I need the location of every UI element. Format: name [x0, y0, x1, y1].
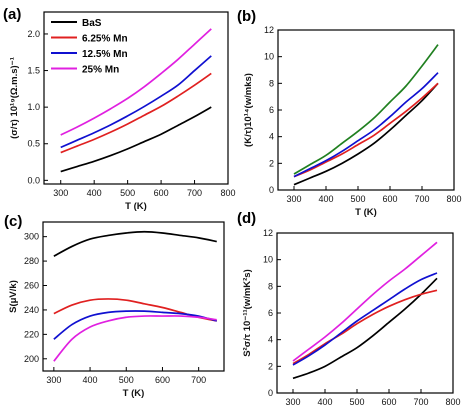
panel-b: 300 400 500 600 700 800 0 2 4 6 8 10 12 T (K) (K/τ)10¹… [237, 8, 462, 218]
y-tick-label: 300 [24, 232, 39, 242]
legend-entry: BaS [82, 18, 102, 29]
y-tick-label: 2 [269, 158, 274, 168]
x-tick-label: 700 [187, 188, 202, 198]
plot-frame [43, 11, 229, 185]
series-line-2 [53, 310, 217, 340]
panel-label: (c) [4, 213, 22, 230]
y-tick-label: 0 [268, 388, 273, 398]
series-line-0 [53, 230, 217, 257]
x-tick-label: 300 [285, 397, 300, 407]
series-line-3 [53, 315, 217, 362]
series-line-1 [293, 82, 439, 178]
series-line-12-5-mn [60, 55, 212, 149]
y-tick-label: 2.0 [27, 29, 40, 39]
y-tick-label: 280 [24, 256, 39, 266]
series-line-2 [293, 72, 439, 178]
y-tick-label: 8 [268, 281, 273, 291]
series-line-6-25-mn [60, 72, 212, 154]
x-tick-label: 600 [155, 375, 170, 385]
x-tick-label: 400 [83, 375, 98, 385]
y-tick-label: 12 [263, 228, 273, 238]
x-tick-label: 700 [191, 375, 206, 385]
y-tick-label: 200 [24, 354, 39, 364]
y-tick-label: 220 [24, 329, 39, 339]
y-tick-label: 6 [268, 308, 273, 318]
y-tick-label: 8 [269, 78, 274, 88]
y-tick-label: 0.0 [27, 175, 40, 185]
x-tick-label: 400 [317, 397, 332, 407]
x-tick-label: 500 [350, 194, 365, 204]
series-line-3 [292, 241, 438, 362]
series-line-1 [53, 298, 217, 322]
y-tick-label: 260 [24, 281, 39, 291]
y-tick-label: 10 [264, 52, 274, 62]
y-tick-label: 4 [268, 335, 273, 345]
x-tick-label: 500 [119, 375, 134, 385]
legend-entry: 6.25% Mn [82, 34, 128, 45]
x-tick-label: 800 [446, 194, 461, 204]
y-tick-label: 240 [24, 305, 39, 315]
x-tick-label: 600 [382, 194, 397, 204]
x-tick-label: 800 [445, 397, 460, 407]
y-tick-label: 4 [269, 132, 274, 142]
series-line-bas [60, 106, 212, 173]
y-axis-label: (σ/τ) 10¹⁹(Ω.m.s)⁻¹ [9, 57, 20, 139]
y-tick-label: 6 [269, 105, 274, 115]
panel-d: 300 400 500 600 700 800 0 2 4 6 8 10 12 T (K) S²σ/τ 10… [237, 210, 461, 411]
panel-label: (b) [237, 8, 256, 25]
x-axis-label: T (K) [123, 388, 145, 399]
series-line-0 [293, 82, 439, 186]
y-axis-label: S²σ/τ 10⁻¹¹(w/mK²s) [242, 269, 253, 357]
series-line-2 [292, 272, 438, 366]
series-line-0 [292, 277, 438, 380]
x-tick-label: 300 [46, 375, 61, 385]
x-tick-label: 600 [154, 188, 169, 198]
x-tick-label: 600 [381, 397, 396, 407]
x-tick-label: 400 [87, 188, 102, 198]
y-axis-label: (K/τ)10¹⁴(w/mks) [243, 73, 254, 147]
x-tick-label: 700 [414, 194, 429, 204]
panel-label: (a) [3, 6, 21, 23]
y-axis-label: S(μV/k) [8, 280, 19, 313]
legend: BaS 6.25% Mn 12.5% Mn 25% Mn [51, 18, 128, 76]
panel-label: (d) [237, 210, 256, 227]
x-tick-label: 300 [286, 194, 301, 204]
y-tick-label: 0.5 [27, 139, 40, 149]
x-axis-label: T (K) [125, 201, 147, 212]
x-tick-label: 800 [220, 188, 235, 198]
x-tick-label: 400 [318, 194, 333, 204]
x-tick-label: 700 [413, 397, 428, 407]
legend-entry: 12.5% Mn [82, 49, 128, 60]
x-tick-label: 500 [120, 188, 135, 198]
series-line-25-mn [60, 28, 212, 136]
y-tick-label: 0 [269, 185, 274, 195]
panel-a: 300 400 500 600 700 800 0.0 0.5 1.0 1.5 2.0 T (K) (σ… [3, 6, 236, 212]
series-line-3 [293, 44, 439, 175]
y-tick-label: 1.5 [27, 66, 40, 76]
x-tick-label: 300 [53, 188, 68, 198]
y-tick-label: 10 [263, 255, 273, 265]
panel-c: 300 400 500 600 700 200 220 240 260 280 300 T (K) S(… [4, 213, 225, 399]
plot-frame [42, 221, 225, 372]
y-tick-label: 12 [264, 25, 274, 35]
plot-frame [276, 232, 454, 394]
y-tick-label: 1.0 [27, 102, 40, 112]
y-tick-label: 2 [268, 361, 273, 371]
series-line-1 [292, 289, 438, 365]
x-axis-label: T (K) [355, 207, 377, 218]
legend-entry: 25% Mn [82, 65, 119, 76]
x-tick-label: 500 [349, 397, 364, 407]
plot-frame [277, 29, 455, 191]
